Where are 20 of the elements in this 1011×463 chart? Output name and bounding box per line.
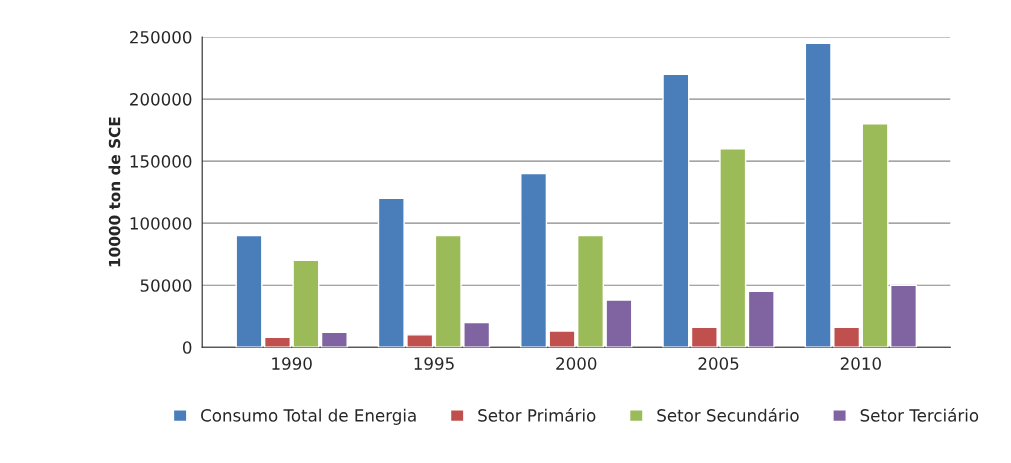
- bar: [520, 172, 548, 348]
- bar: [662, 73, 690, 348]
- legend-label: Setor Terciário: [860, 408, 979, 422]
- x-tick-label: 2000: [556, 357, 597, 370]
- y-tick-label: 100000: [130, 217, 192, 230]
- legend-label: Setor Secundário: [657, 408, 799, 422]
- x-tick-label: 1995: [414, 357, 454, 370]
- y-tick-label: 50000: [140, 279, 192, 292]
- y-tick-label: 200000: [130, 93, 192, 106]
- x-tick-label: 1990: [272, 357, 312, 370]
- legend-label: Setor Primário: [478, 408, 596, 422]
- legend-label: Consumo Total de Energia: [201, 408, 416, 425]
- x-tick-label: 2010: [840, 357, 881, 370]
- bar: [747, 290, 775, 348]
- y-tick-label: 150000: [130, 155, 192, 168]
- y-axis-title: 10000 ton de SCE: [108, 117, 121, 267]
- y-tick-label: 0: [182, 341, 192, 354]
- bar: [320, 331, 348, 348]
- y-tick-label: 250000: [130, 31, 192, 44]
- x-tick-label: 2005: [698, 357, 739, 370]
